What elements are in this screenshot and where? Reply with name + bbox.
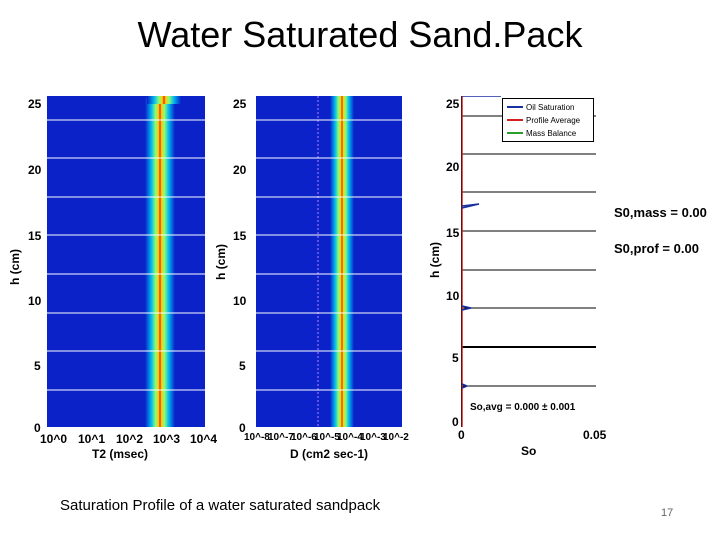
- t2-ytick: 20: [28, 163, 42, 177]
- diffusion-xtick: 10^-7: [268, 432, 294, 443]
- t2-xtick: 10^4: [190, 432, 218, 446]
- saturation-legend: Oil Saturation Profile Average Mass Bala…: [502, 98, 594, 142]
- saturation-ytick: 20: [446, 160, 460, 174]
- t2-ytick: 25: [28, 97, 42, 111]
- saturation-axes: [461, 96, 596, 427]
- average-label: So,avg: [470, 402, 503, 413]
- legend-label: Mass Balance: [526, 128, 577, 138]
- diffusion-ytick: 25: [233, 97, 247, 111]
- t2-ytick: 15: [28, 229, 42, 243]
- profile-saturation-stat: S0,prof = 0.00: [614, 241, 699, 256]
- prof-value: = 0.00: [662, 241, 699, 256]
- legend-label: Oil Saturation: [526, 102, 575, 112]
- average-value: = 0.000 ± 0.001: [505, 402, 576, 413]
- page-number: 17: [661, 507, 674, 519]
- saturation-ytick: 15: [446, 226, 460, 240]
- diffusion-xlabel: D (cm2 sec-1): [290, 447, 369, 461]
- prof-label: S0,prof: [614, 241, 659, 256]
- mass-swatch: [507, 132, 523, 134]
- t2-ytick: 5: [34, 359, 41, 373]
- saturation-ylabel: h (cm): [428, 242, 442, 278]
- average-saturation: So,avg = 0.000 ± 0.001: [470, 402, 575, 413]
- legend-label: Profile Average: [526, 115, 581, 125]
- mass-value: = 0.00: [670, 205, 707, 220]
- diffusion-xtick: 10^-3: [360, 432, 386, 443]
- diffusion-heatmap: [256, 96, 402, 427]
- figure-caption: Saturation Profile of a water saturated …: [60, 497, 381, 514]
- saturation-ytick: 0: [452, 415, 459, 429]
- t2-ylabel: h (cm): [8, 249, 22, 285]
- t2-ytick: 0: [34, 421, 41, 435]
- saturation-xlabel: So: [521, 444, 537, 458]
- diffusion-xtick: 10^-4: [337, 432, 363, 443]
- saturation-ytick: 25: [446, 97, 460, 111]
- diffusion-ytick: 15: [233, 229, 247, 243]
- diffusion-xtick: 10^-5: [314, 432, 340, 443]
- mass-saturation-stat: S0,mass = 0.00: [614, 205, 707, 220]
- t2-xtick: 10^2: [116, 432, 144, 446]
- oil-swatch: [507, 106, 523, 108]
- diffusion-ytick: 20: [233, 163, 247, 177]
- t2-xtick: 10^1: [78, 432, 106, 446]
- legend-item-mass: Mass Balance: [507, 128, 576, 138]
- diffusion-xtick: 10^-8: [244, 432, 270, 443]
- diffusion-ytick: 5: [239, 359, 246, 373]
- saturation-xtick: 0: [458, 428, 465, 442]
- t2-xlabel: T2 (msec): [92, 447, 149, 461]
- mass-label: S0,mass: [614, 205, 667, 220]
- legend-item-profile: Profile Average: [507, 115, 580, 125]
- t2-xtick: 10^0: [40, 432, 68, 446]
- saturation-xtick: 0.05: [583, 428, 607, 442]
- slide-title: Water Saturated Sand.Pack: [137, 14, 583, 55]
- t2-xtick: 10^3: [153, 432, 181, 446]
- saturation-ytick: 5: [452, 351, 459, 365]
- diffusion-xtick: 10^-2: [383, 432, 409, 443]
- diffusion-ylabel: h (cm): [214, 244, 228, 280]
- profile-swatch: [507, 119, 523, 121]
- diffusion-ytick: 10: [233, 294, 247, 308]
- diffusion-ytick: 0: [239, 421, 246, 435]
- t2-heatmap: [47, 96, 205, 427]
- t2-ytick: 10: [28, 294, 42, 308]
- diffusion-xtick: 10^-6: [291, 432, 317, 443]
- saturation-ytick: 10: [446, 289, 460, 303]
- legend-item-oil: Oil Saturation: [507, 102, 574, 112]
